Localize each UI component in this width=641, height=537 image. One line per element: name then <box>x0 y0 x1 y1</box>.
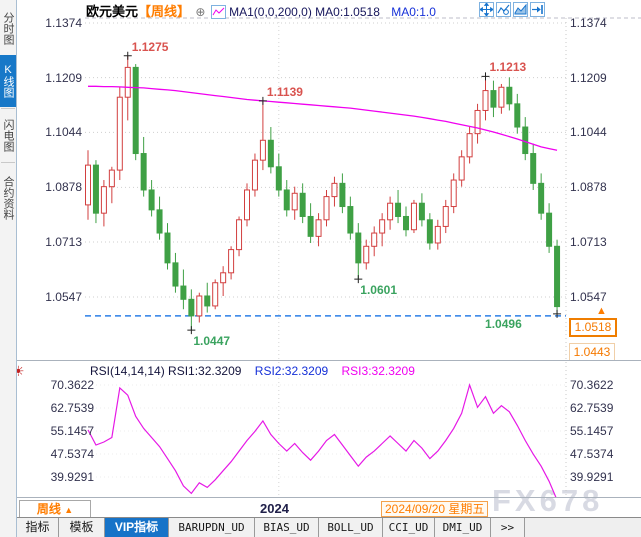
goto-latest-icon[interactable] <box>530 2 545 17</box>
toolbar-tab-barupdn-ud[interactable]: BARUPDN_UD <box>169 518 255 537</box>
sidebar-item-3[interactable]: 闪电图 <box>2 118 14 152</box>
rsi-axis-label-left: 55.1457 <box>50 423 94 438</box>
period-label: 【周线】 <box>138 4 191 19</box>
scale-chart-icon[interactable] <box>513 2 528 17</box>
rsi-axis-label-left: 39.9291 <box>50 469 94 484</box>
price-annotation: 1.1139 <box>266 84 303 99</box>
price-axis-label-left: 1.0713 <box>45 234 82 249</box>
price-axis-label-right: 1.1374 <box>570 16 607 30</box>
toolbar-tab->>[interactable]: >> <box>491 518 525 537</box>
price-axis-label-right: 1.1209 <box>570 70 607 85</box>
rsi-header: RSI(14,14,14) RSI1:32.3209 RSI2:32.3209 … <box>90 364 415 378</box>
toolbar-tab-模板[interactable]: 模板 <box>59 518 105 537</box>
rsi2-readout: RSI2:32.3209 <box>254 364 329 378</box>
rsi-params: RSI(14,14,14) RSI1:32.3209 <box>90 364 242 378</box>
rsi-axis-label-right: 70.3622 <box>570 378 614 392</box>
period-selector[interactable]: 周线 ▲ <box>19 500 91 518</box>
toolbar-tab-dmi-ud[interactable]: DMI_UD <box>435 518 491 537</box>
price-axis-label-right: 1.0713 <box>570 234 607 249</box>
rsi-axis-label-right: 39.9291 <box>570 469 614 484</box>
rsi-axis-label-left: 47.5374 <box>50 446 94 461</box>
sidebar-separator <box>1 108 15 109</box>
chart-toolbar-icons <box>479 2 545 17</box>
sidebar-item-2[interactable]: K线图 <box>0 55 16 107</box>
secondary-price-box: 1.0443 <box>569 343 615 361</box>
price-axis-label-left: 1.0878 <box>45 180 82 195</box>
ma-settings-icon[interactable] <box>210 5 226 19</box>
rsi-axis-label-right: 55.1457 <box>570 423 614 438</box>
price-axis-label-left: 1.1044 <box>45 125 82 140</box>
rsi-axis-label-right: 47.5374 <box>570 446 614 461</box>
toolbar-tab-bias-ud[interactable]: BIAS_UD <box>255 518 319 537</box>
panel-divider <box>17 360 641 361</box>
dropdown-arrow-icon: ▲ <box>64 505 74 515</box>
sidebar: 分时图 K线图闪电图合约资料 <box>0 0 17 537</box>
price-axis-label-left: 1.1374 <box>45 16 82 30</box>
rsi-axis-label-left: 62.7539 <box>50 400 94 415</box>
sidebar-item-1[interactable]: 分时图 <box>2 11 14 45</box>
chart-header: 欧元美元【周线】 ⊕ MA1(0,0,200,0) MA0:1.0518 MA0… <box>86 1 436 19</box>
price-axis-label-right: 1.0878 <box>570 180 607 195</box>
symbol-name: 欧元美元 <box>86 4 139 19</box>
ma0-readout: MA0:1.0 <box>391 5 436 19</box>
price-annotation: 1.1213 <box>489 60 527 75</box>
toolbar-tab-vip指标[interactable]: VIP指标 <box>105 518 169 537</box>
toolbar-tab-指标[interactable]: 指标 <box>17 518 59 537</box>
current-price-box: 1.0518 <box>569 318 617 337</box>
add-indicator-icon[interactable]: ⊕ <box>195 5 206 19</box>
price-annotation: 1.1275 <box>131 39 169 54</box>
toolbar-tab-boll-ud[interactable]: BOLL_UD <box>319 518 383 537</box>
sidebar-separator <box>1 162 15 163</box>
rsi3-readout: RSI3:32.3209 <box>341 364 415 378</box>
price-annotation: 1.0496 <box>485 316 522 331</box>
price-axis-label-right: 1.1044 <box>570 125 607 140</box>
toolbar-tab-cci-ud[interactable]: CCI_UD <box>383 518 435 537</box>
indicator-toolbar: 指标 模板 VIP指标 BARUPDN_UD BIAS_UD BOLL_UD CCI_UD D… <box>17 517 641 537</box>
x-axis-year-label: 2024 <box>260 501 289 516</box>
price-axis-label-left: 1.1209 <box>45 70 82 85</box>
zoom-chart-icon[interactable] <box>496 2 511 17</box>
price-annotation: 1.0447 <box>193 334 231 349</box>
axis-divider <box>17 497 641 498</box>
sidebar-item-4[interactable]: 合约资料 <box>2 176 14 220</box>
price-up-arrow: ▲ <box>596 305 607 317</box>
move-crosshair-icon[interactable] <box>479 2 494 17</box>
rsi-axis-label-left: 70.3622 <box>50 378 94 392</box>
price-axis-label-right: 1.0547 <box>570 289 607 304</box>
rsi-axis-label-right: 62.7539 <box>570 400 614 415</box>
price-axis-label-left: 1.0547 <box>45 289 82 304</box>
x-axis-date-label: 2024/09/20 星期五 <box>381 501 489 517</box>
price-annotation: 1.0601 <box>360 283 397 298</box>
ma1-readout: MA1(0,0,200,0) MA0:1.0518 <box>229 5 380 19</box>
watermark: FX678 <box>492 483 604 518</box>
